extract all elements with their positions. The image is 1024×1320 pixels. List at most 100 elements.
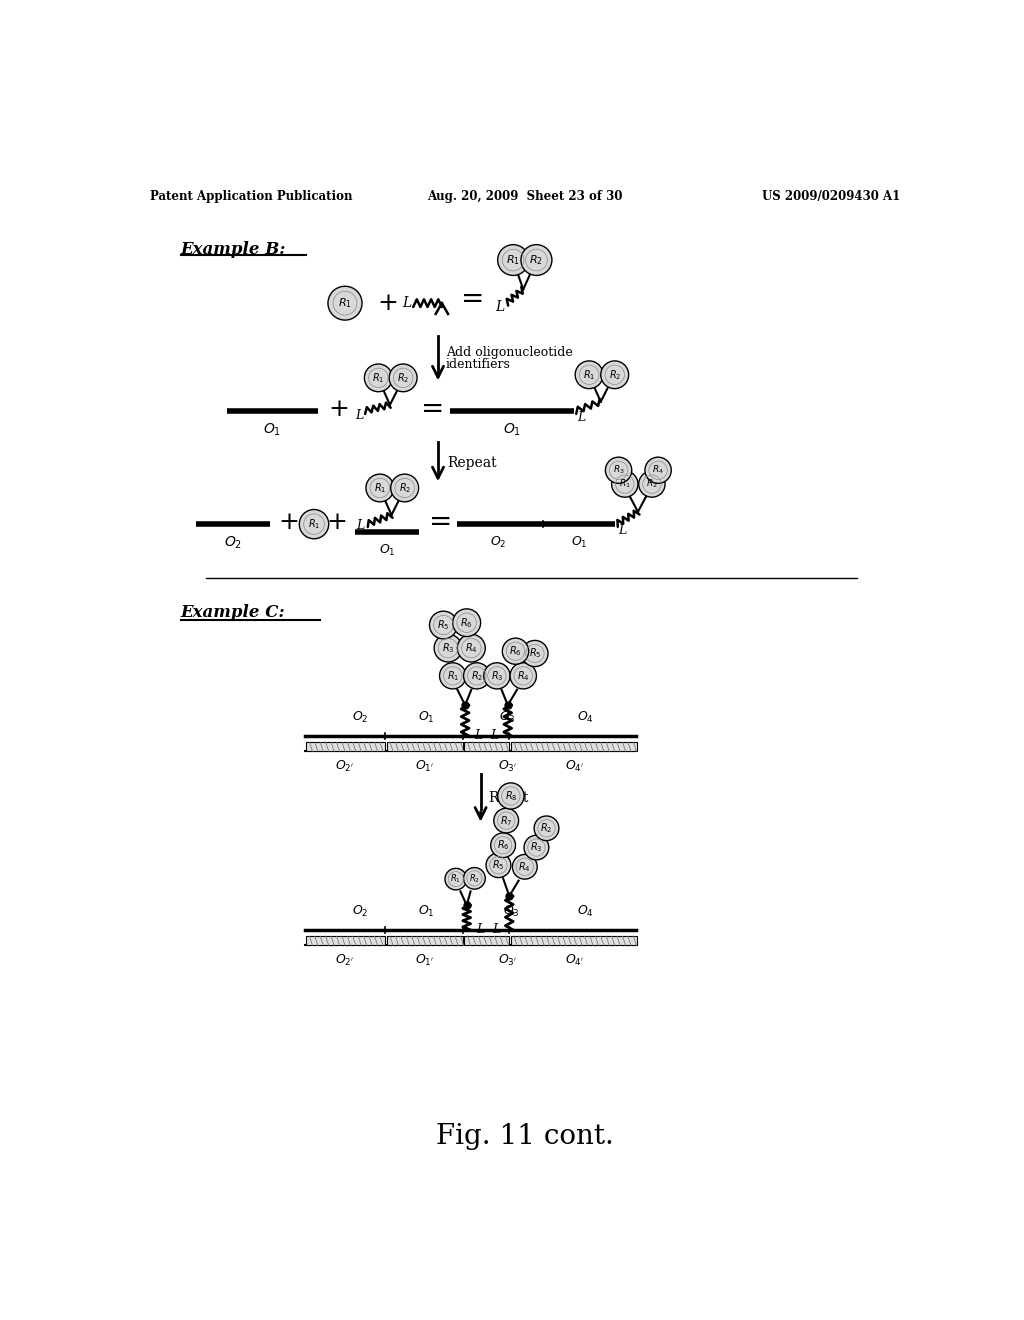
- Text: Aug. 20, 2009  Sheet 23 of 30: Aug. 20, 2009 Sheet 23 of 30: [427, 190, 623, 203]
- Text: $R_{1}$: $R_{1}$: [338, 296, 352, 310]
- Text: $R_{6}$: $R_{6}$: [509, 644, 522, 659]
- Circle shape: [512, 854, 538, 879]
- Text: $O_3$: $O_3$: [500, 710, 516, 725]
- Circle shape: [611, 471, 638, 498]
- Text: +: +: [327, 511, 348, 535]
- Text: $R_{2}$: $R_{2}$: [397, 371, 410, 384]
- Circle shape: [453, 609, 480, 636]
- Circle shape: [458, 635, 485, 663]
- Text: +: +: [377, 292, 398, 314]
- Circle shape: [645, 457, 672, 483]
- Bar: [387, 742, 463, 751]
- Circle shape: [445, 869, 467, 890]
- Text: $R_{4}$: $R_{4}$: [465, 642, 478, 655]
- Text: L: L: [476, 924, 484, 936]
- Text: $O_1$: $O_1$: [379, 543, 395, 558]
- Text: $O_4$: $O_4$: [577, 710, 594, 725]
- Text: $R_{3}$: $R_{3}$: [441, 642, 455, 655]
- Text: $R_{2}$: $R_{2}$: [471, 669, 483, 682]
- Bar: [511, 936, 637, 945]
- Text: $O_2$: $O_2$: [352, 904, 369, 919]
- Text: $R_{1}$: $R_{1}$: [506, 253, 520, 267]
- Text: $R_{5}$: $R_{5}$: [493, 858, 505, 873]
- Circle shape: [365, 364, 392, 392]
- Bar: [511, 742, 637, 751]
- Text: $O_1$: $O_1$: [263, 422, 282, 438]
- Text: $R_{1}$: $R_{1}$: [308, 517, 321, 531]
- Text: =: =: [461, 286, 484, 313]
- Circle shape: [498, 783, 524, 809]
- Text: $R_{3}$: $R_{3}$: [530, 841, 543, 854]
- Circle shape: [439, 663, 466, 689]
- Text: =: =: [421, 396, 444, 422]
- Text: L: L: [356, 519, 365, 532]
- Text: L: L: [474, 730, 482, 742]
- Circle shape: [389, 364, 417, 392]
- Circle shape: [521, 244, 552, 276]
- Circle shape: [575, 360, 603, 388]
- Text: $R_{1}$: $R_{1}$: [618, 478, 631, 490]
- Text: $R_{5}$: $R_{5}$: [437, 618, 450, 632]
- Circle shape: [521, 640, 548, 667]
- Text: $R_{6}$: $R_{6}$: [497, 838, 509, 853]
- Circle shape: [429, 611, 458, 639]
- Text: $O_{3'}$: $O_{3'}$: [499, 759, 517, 774]
- Text: L: L: [578, 411, 586, 424]
- Circle shape: [498, 244, 528, 276]
- Circle shape: [464, 663, 489, 689]
- Text: $R_{4}$: $R_{4}$: [652, 465, 664, 477]
- Text: $O_{4'}$: $O_{4'}$: [565, 759, 584, 774]
- Circle shape: [601, 360, 629, 388]
- Text: $O_{1'}$: $O_{1'}$: [416, 759, 434, 774]
- Text: $R_{8}$: $R_{8}$: [505, 789, 517, 803]
- Text: Example B:: Example B:: [180, 240, 286, 257]
- Text: $R_{5}$: $R_{5}$: [528, 647, 541, 660]
- Text: +: +: [329, 397, 349, 421]
- Text: L: L: [490, 730, 499, 742]
- Text: $O_2$: $O_2$: [490, 535, 507, 550]
- Text: $R_{4}$: $R_{4}$: [518, 859, 531, 874]
- Circle shape: [299, 510, 329, 539]
- Text: Example C:: Example C:: [180, 605, 286, 622]
- Text: $R_{2}$: $R_{2}$: [646, 478, 657, 490]
- Circle shape: [464, 867, 485, 890]
- Text: $O_{1'}$: $O_{1'}$: [416, 953, 434, 968]
- Circle shape: [391, 474, 419, 502]
- Text: Repeat: Repeat: [447, 457, 497, 470]
- Text: L: L: [402, 296, 412, 310]
- Text: $R_{1}$: $R_{1}$: [372, 371, 385, 384]
- Text: $O_3$: $O_3$: [503, 904, 520, 919]
- Circle shape: [535, 816, 559, 841]
- Circle shape: [524, 836, 549, 859]
- Text: $O_4$: $O_4$: [577, 904, 594, 919]
- Text: React: React: [488, 791, 528, 804]
- Text: $O_{2'}$: $O_{2'}$: [336, 759, 354, 774]
- Circle shape: [503, 638, 528, 664]
- Text: US 2009/0209430 A1: US 2009/0209430 A1: [762, 190, 900, 203]
- Text: $O_{3'}$: $O_{3'}$: [499, 953, 517, 968]
- Bar: [464, 742, 509, 751]
- Text: $R_{6}$: $R_{6}$: [461, 616, 473, 630]
- Text: $R_{3}$: $R_{3}$: [612, 465, 625, 477]
- Text: $O_1$: $O_1$: [504, 422, 521, 438]
- Text: $O_2$: $O_2$: [352, 710, 369, 725]
- Circle shape: [328, 286, 362, 321]
- Text: Add oligonucleotide: Add oligonucleotide: [445, 346, 572, 359]
- Text: =: =: [429, 510, 452, 536]
- Text: $R_{2}$: $R_{2}$: [529, 253, 544, 267]
- Circle shape: [483, 663, 510, 689]
- Text: $R_{2}$: $R_{2}$: [541, 821, 553, 836]
- Text: $R_{2}$: $R_{2}$: [398, 480, 411, 495]
- Circle shape: [490, 833, 515, 858]
- Circle shape: [605, 457, 632, 483]
- Text: $O_{4'}$: $O_{4'}$: [565, 953, 584, 968]
- Text: Fig. 11 cont.: Fig. 11 cont.: [436, 1123, 613, 1150]
- Text: $R_{1}$: $R_{1}$: [451, 873, 461, 886]
- Text: $O_2$: $O_2$: [223, 535, 242, 552]
- Text: identifiers: identifiers: [445, 358, 511, 371]
- Circle shape: [510, 663, 537, 689]
- Text: $O_1$: $O_1$: [418, 904, 434, 919]
- Text: L: L: [492, 924, 500, 936]
- Text: L: L: [496, 300, 505, 314]
- Text: $R_{1}$: $R_{1}$: [583, 368, 595, 381]
